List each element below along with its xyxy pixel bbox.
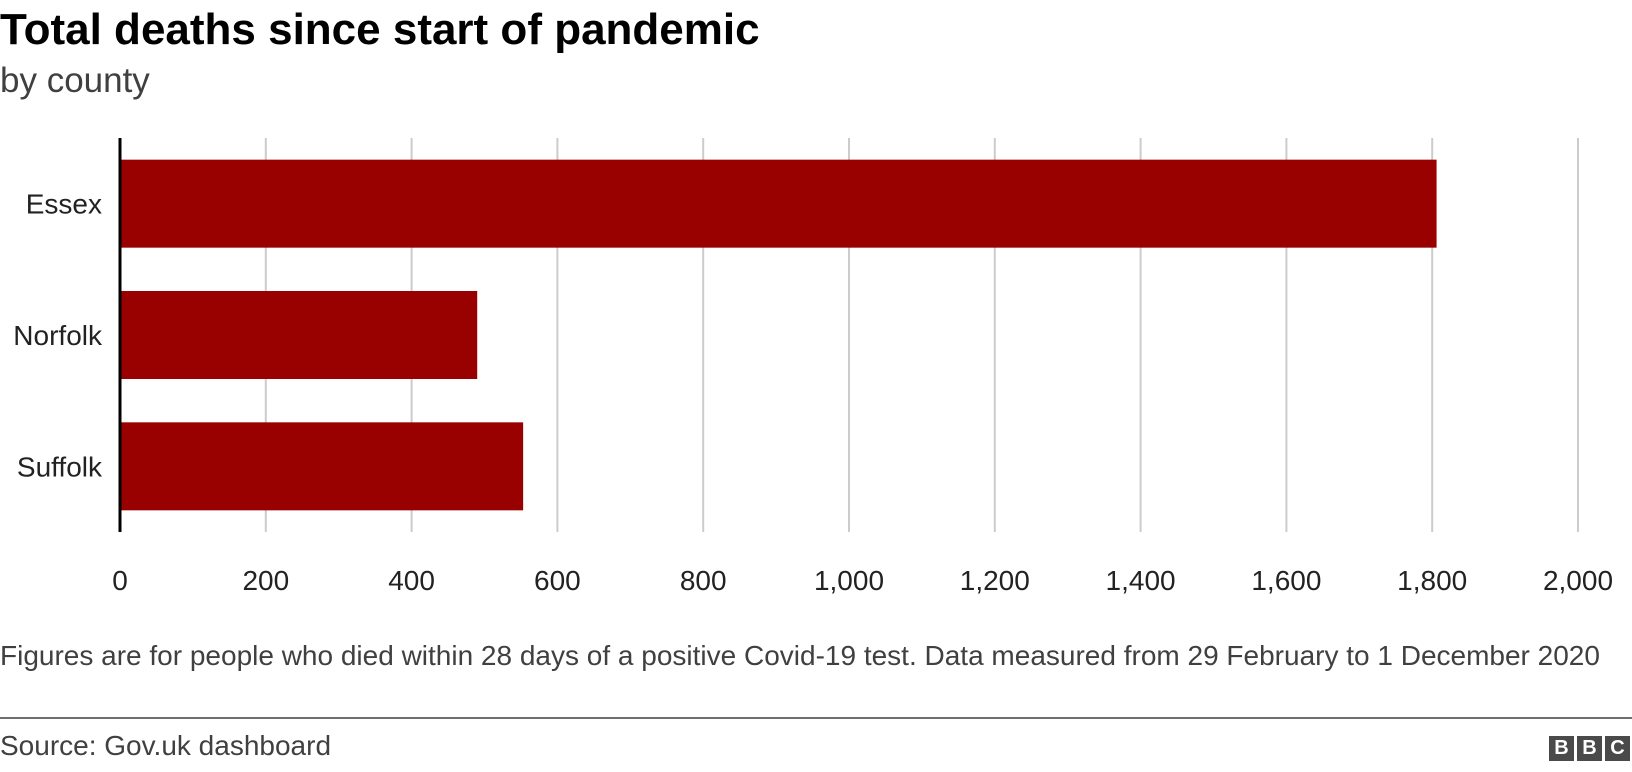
footer-divider	[0, 717, 1632, 719]
bar-chart: Essex Norfolk Suffolk 0 200 400 600 800 1,000 1,…	[13, 138, 1613, 596]
bbc-logo-letter: B	[1549, 736, 1574, 761]
x-tick-label: 400	[388, 565, 435, 596]
bar-suffolk	[120, 422, 524, 511]
category-label: Suffolk	[17, 451, 103, 482]
bar-essex	[120, 159, 1437, 248]
x-tick-label: 1,600	[1251, 565, 1321, 596]
bar-norfolk	[120, 291, 478, 379]
x-tick-label: 2,000	[1543, 565, 1613, 596]
category-label: Norfolk	[13, 320, 103, 351]
x-tick-label: 1,400	[1106, 565, 1176, 596]
bbc-logo-letter: C	[1605, 736, 1630, 761]
x-tick-label: 1,200	[960, 565, 1030, 596]
x-tick-label: 200	[242, 565, 289, 596]
bars	[120, 159, 1437, 511]
chart-footnote: Figures are for people who died within 2…	[0, 640, 1600, 671]
bbc-logo-letter: B	[1577, 736, 1602, 761]
chart-subtitle: by county	[0, 61, 150, 100]
category-label: Essex	[26, 189, 102, 220]
bbc-logo-icon: B B C	[1549, 736, 1630, 761]
x-tick-label: 600	[534, 565, 581, 596]
category-labels: Essex Norfolk Suffolk	[13, 189, 103, 483]
x-tick-labels: 0 200 400 600 800 1,000 1,200 1,400 1,600 1,800 2,…	[112, 565, 1613, 596]
x-tick-label: 0	[112, 565, 128, 596]
x-tick-label: 800	[680, 565, 727, 596]
x-tick-label: 1,800	[1397, 565, 1467, 596]
source-credit: Source: Gov.uk dashboard	[0, 730, 332, 761]
chart-title: Total deaths since start of pandemic	[0, 5, 760, 54]
x-tick-label: 1,000	[814, 565, 884, 596]
